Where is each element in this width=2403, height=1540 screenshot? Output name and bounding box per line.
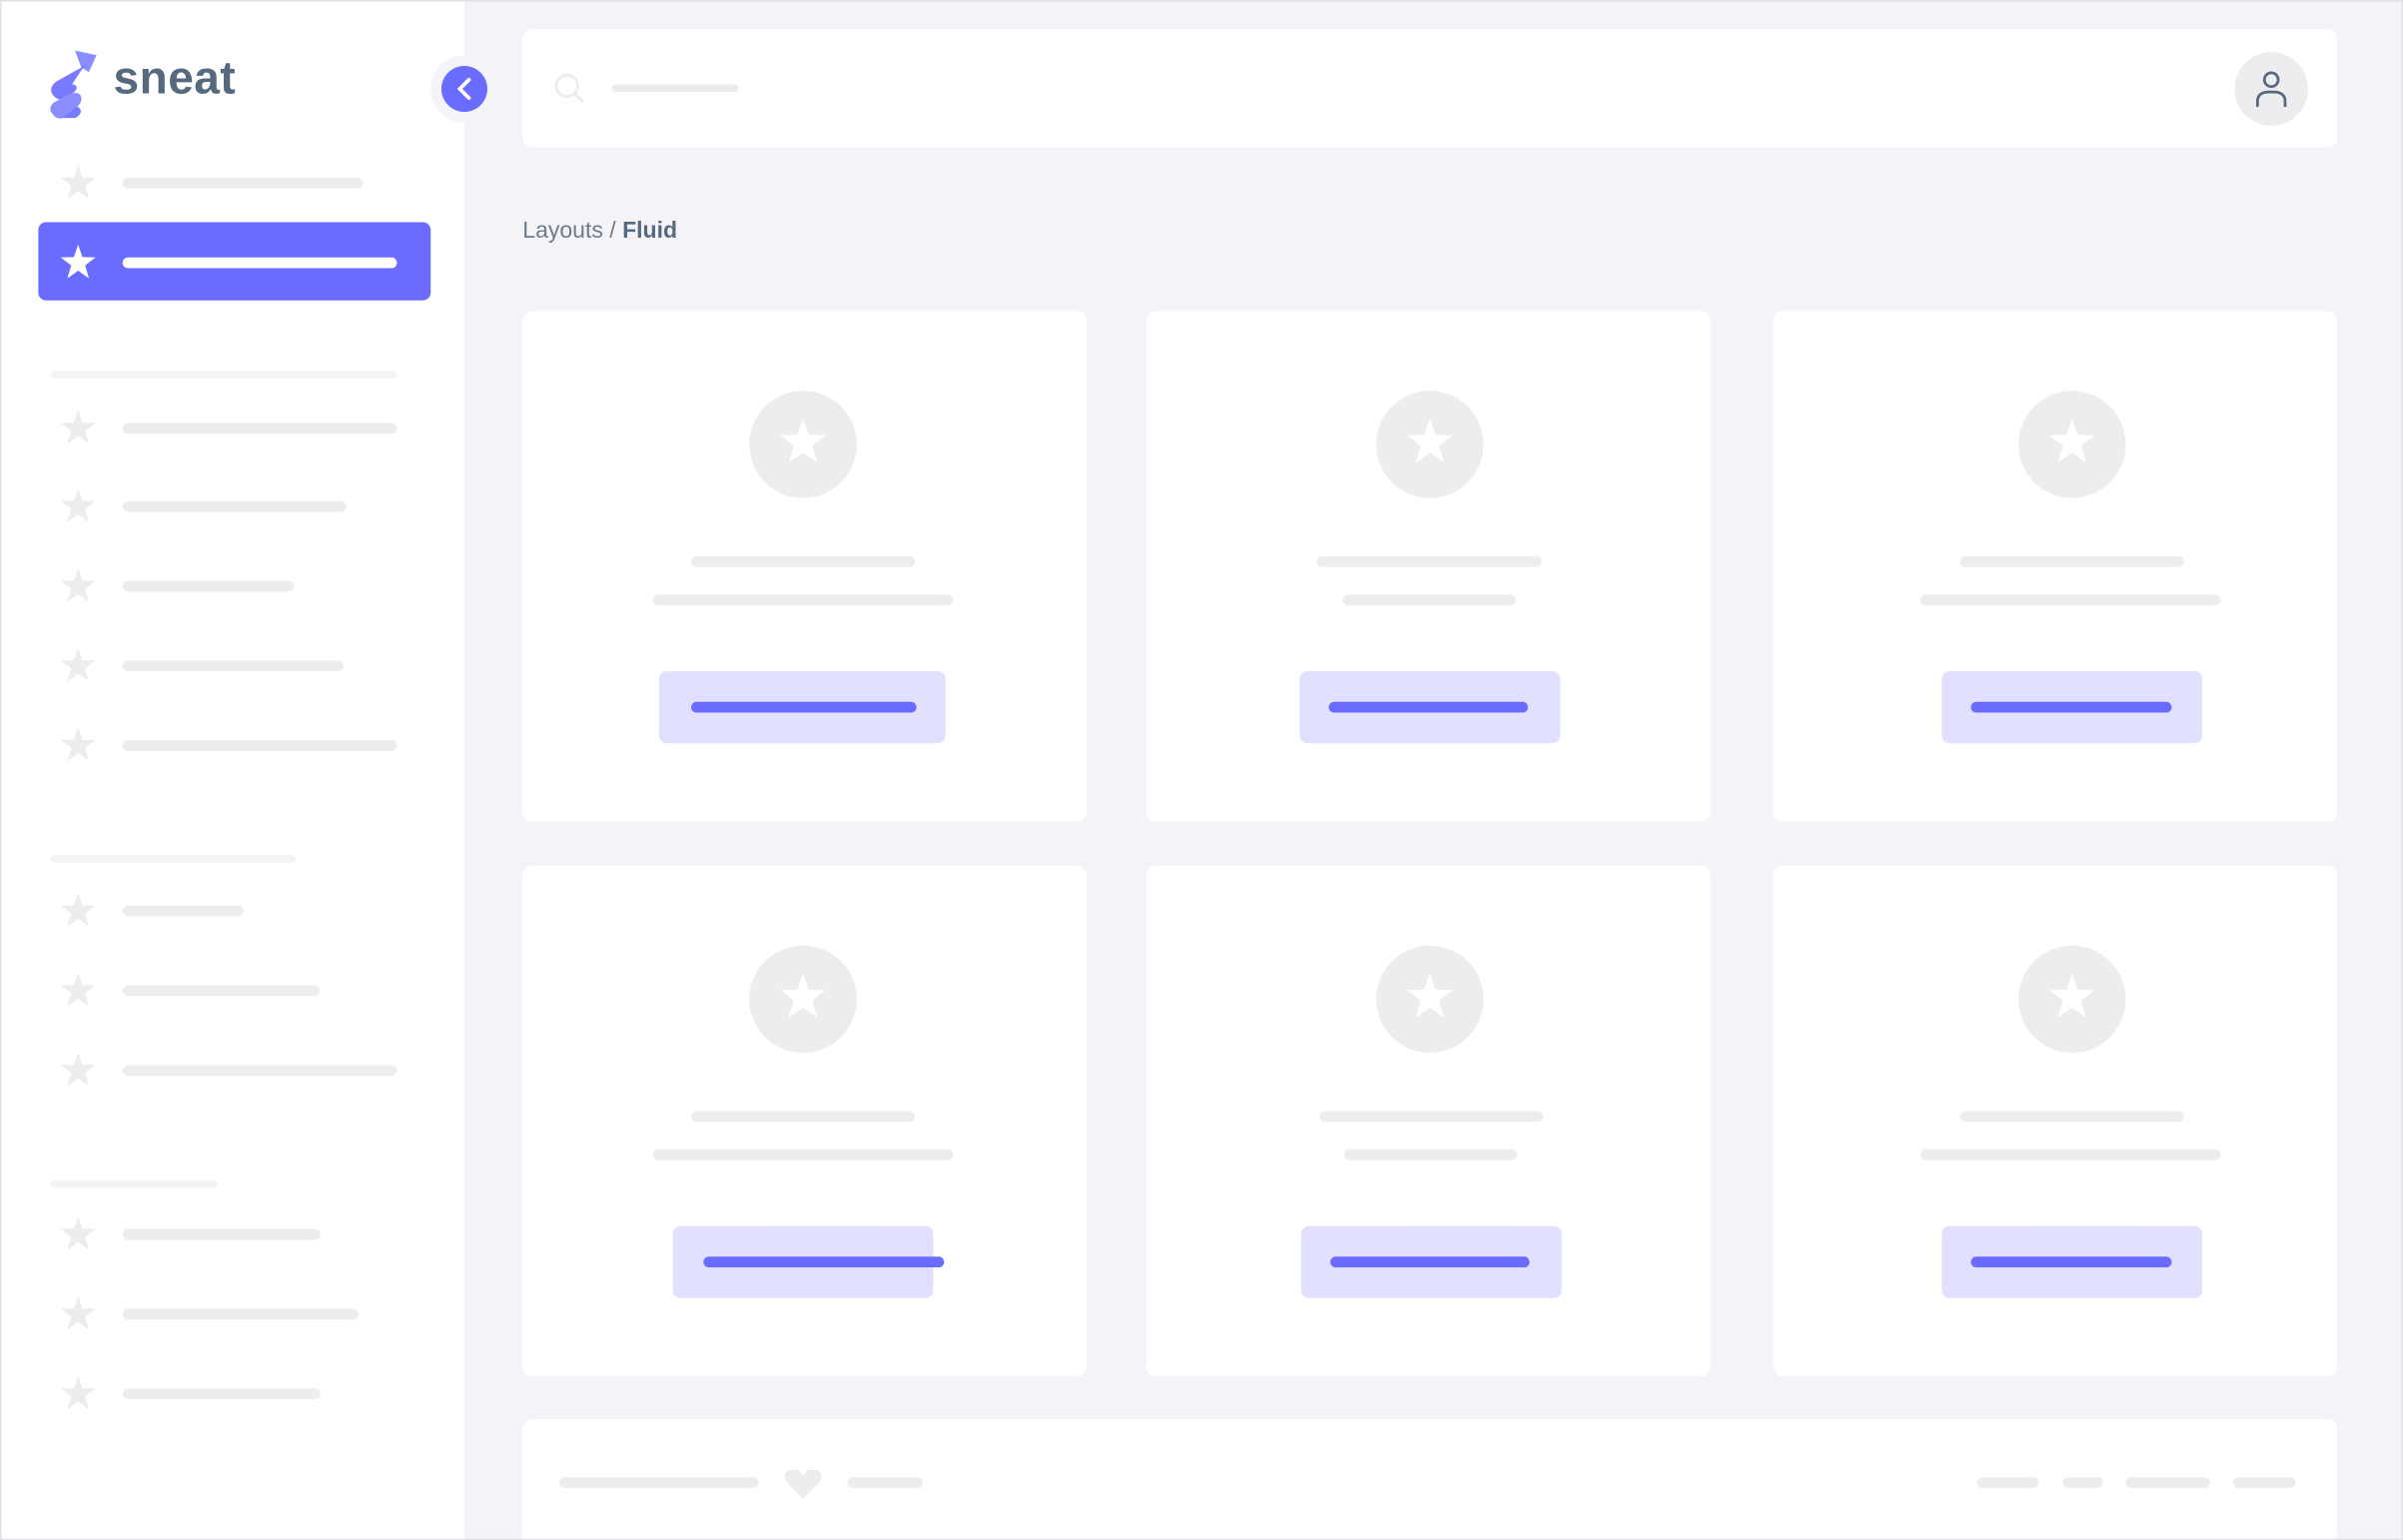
star-icon	[58, 1373, 98, 1413]
star-icon	[777, 414, 829, 474]
star-icon	[58, 1213, 98, 1253]
star-icon	[58, 565, 98, 605]
card-avatar	[2017, 390, 2126, 498]
star-icon	[58, 645, 98, 685]
footer-link[interactable]	[2125, 1477, 2210, 1488]
sidebar: sneat	[1, 1, 464, 1539]
card	[1773, 311, 2338, 822]
card-title	[1319, 1111, 1544, 1123]
breadcrumb-parent[interactable]: Layouts	[522, 217, 603, 244]
sidebar-item[interactable]	[122, 660, 344, 672]
card	[522, 311, 1087, 822]
card-text	[652, 594, 954, 606]
sidebar-item[interactable]	[122, 1228, 321, 1240]
card	[522, 865, 1087, 1376]
sidebar-item[interactable]	[122, 1065, 398, 1077]
star-icon	[1404, 970, 1456, 1030]
sidebar-item[interactable]	[122, 905, 244, 917]
sidebar-item[interactable]	[122, 178, 364, 189]
card-title	[691, 556, 916, 567]
sidebar-item[interactable]	[122, 1388, 321, 1399]
footer-link[interactable]	[847, 1477, 923, 1488]
sidebar-item[interactable]	[122, 1308, 360, 1320]
footer-link[interactable]	[2062, 1477, 2103, 1488]
sidebar-item[interactable]	[122, 257, 398, 269]
search-input[interactable]	[611, 84, 739, 93]
breadcrumb-current: Fluid	[622, 217, 678, 244]
user-icon	[2255, 71, 2287, 108]
breadcrumb: Layouts / Fluid	[522, 218, 677, 244]
sneat-logo-icon	[50, 50, 97, 119]
card-text	[1343, 1149, 1518, 1160]
card-button[interactable]	[658, 671, 946, 744]
card-button[interactable]	[1299, 671, 1561, 744]
card-title	[1960, 556, 2184, 567]
card-title	[1960, 1111, 2184, 1123]
star-icon	[58, 970, 98, 1010]
user-avatar-button[interactable]	[2234, 52, 2308, 126]
star-icon	[58, 163, 98, 203]
star-icon	[58, 1050, 98, 1090]
star-icon	[58, 242, 98, 282]
brand-name: sneat	[113, 53, 237, 105]
card-avatar	[1375, 945, 1484, 1054]
card-text	[1342, 594, 1516, 606]
card-button[interactable]	[1942, 671, 2203, 744]
star-icon	[2046, 414, 2098, 474]
star-icon	[58, 725, 98, 765]
footer-link[interactable]	[1977, 1477, 2038, 1488]
card-avatar	[749, 390, 857, 498]
star-icon	[1404, 414, 1456, 474]
card-text	[652, 1149, 954, 1160]
breadcrumb-separator: /	[602, 217, 623, 244]
footer-link[interactable]	[2232, 1477, 2296, 1488]
card	[1146, 311, 1711, 822]
sidebar-section-header	[50, 855, 297, 863]
sidebar-item[interactable]	[122, 985, 321, 997]
card-text	[1920, 1149, 2221, 1160]
sidebar-item[interactable]	[122, 500, 347, 512]
star-icon	[58, 1293, 98, 1333]
card-avatar	[1375, 390, 1484, 498]
star-icon	[58, 485, 98, 525]
card-button[interactable]	[1942, 1225, 2203, 1298]
card-title	[1316, 556, 1542, 567]
card-button[interactable]	[1300, 1225, 1562, 1298]
card	[1773, 865, 2338, 1376]
footer	[522, 1418, 2338, 1539]
star-icon	[2046, 970, 2098, 1030]
star-icon	[58, 891, 98, 931]
card-avatar	[2017, 945, 2126, 1054]
footer-text	[559, 1477, 759, 1488]
card-avatar	[749, 945, 857, 1054]
sidebar-item[interactable]	[122, 740, 398, 751]
card	[1146, 865, 1711, 1376]
search-icon[interactable]	[553, 72, 587, 106]
top-navbar	[522, 29, 2338, 148]
card-button[interactable]	[672, 1225, 945, 1298]
star-icon	[777, 970, 829, 1030]
sidebar-item[interactable]	[122, 422, 398, 434]
sidebar-section-header	[50, 1179, 218, 1188]
sidebar-section-header	[50, 371, 398, 380]
star-icon	[58, 407, 98, 447]
sidebar-item[interactable]	[122, 580, 295, 592]
card-title	[691, 1111, 916, 1123]
sidebar-toggle-button[interactable]	[440, 65, 487, 113]
chevron-left-icon	[456, 77, 471, 101]
card-text	[1920, 594, 2221, 606]
heart-icon	[784, 1469, 822, 1499]
